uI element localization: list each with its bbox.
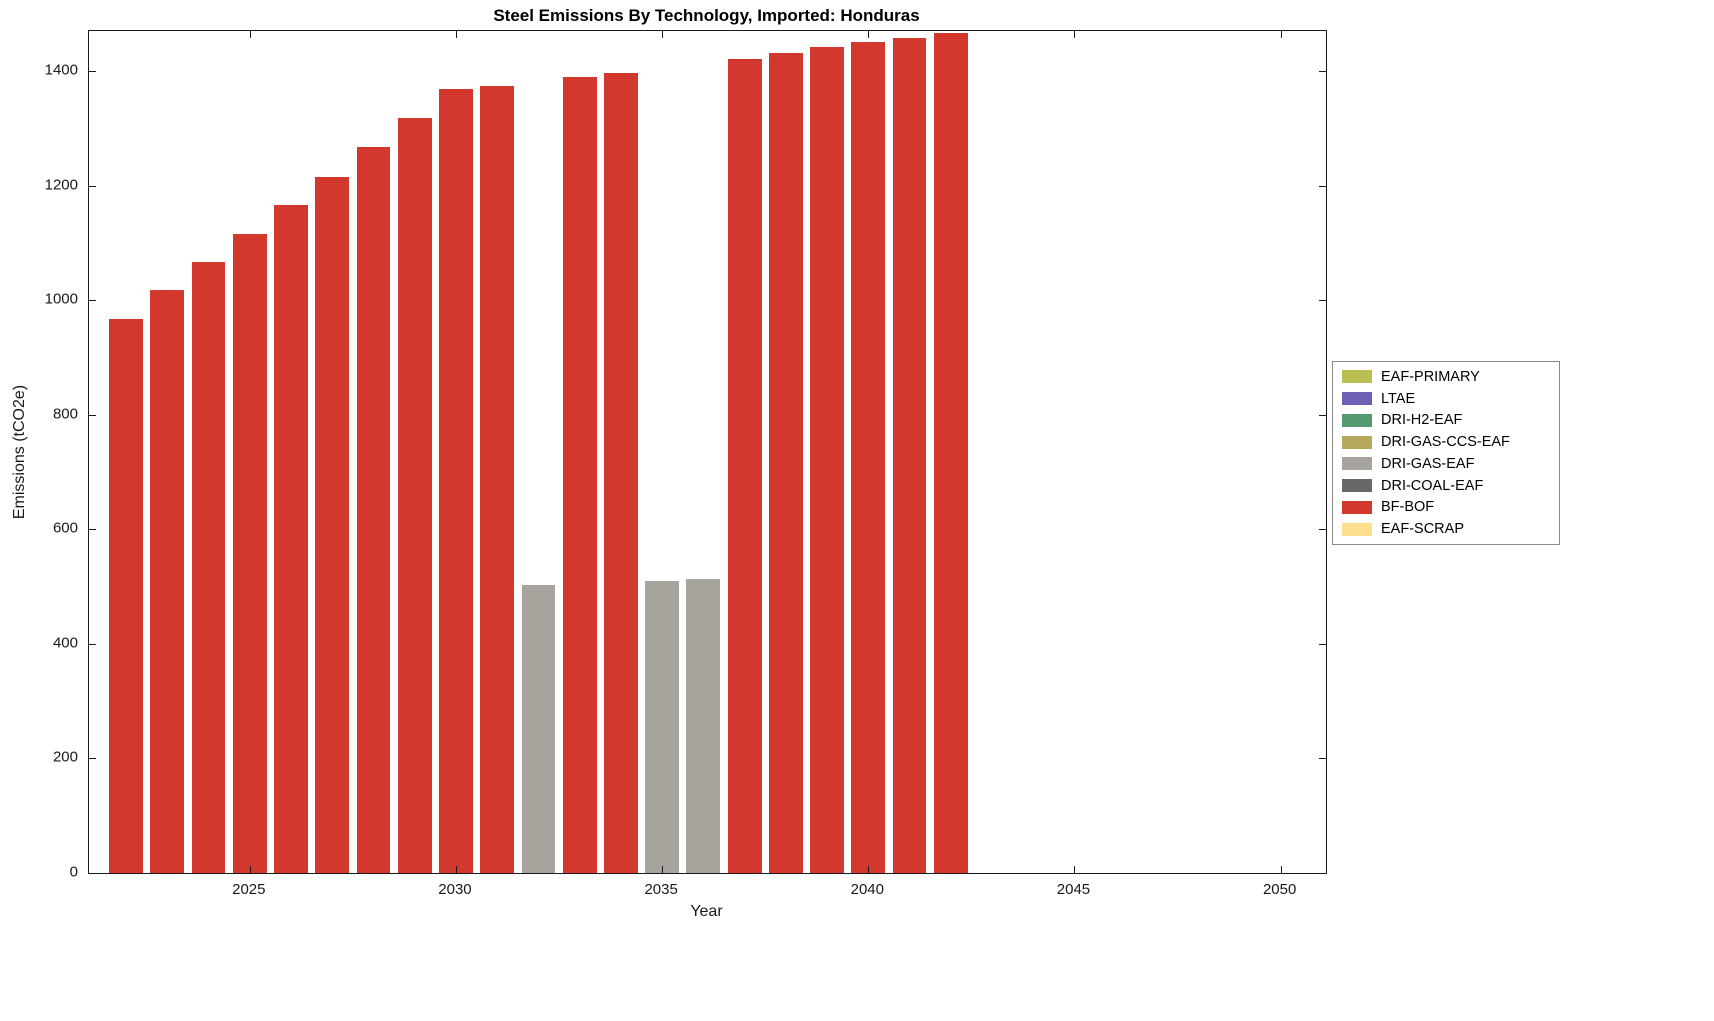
legend-item-dri-h2-eaf: DRI-H2-EAF (1333, 410, 1559, 430)
x-tick-mark (1074, 31, 1076, 38)
legend: EAF-PRIMARY LTAE DRI-H2-EAF DRI-GAS-CCS-EAF… (1332, 361, 1560, 545)
y-tick-mark (89, 71, 96, 73)
legend-label: DRI-GAS-CCS-EAF (1381, 434, 1510, 451)
x-axis-label: Year (690, 903, 723, 920)
x-tick-mark (249, 31, 251, 38)
x-tick-label: 2040 (850, 881, 884, 898)
y-tick-mark (89, 529, 96, 531)
x-tick-mark (249, 866, 251, 873)
legend-item-dri-gas-ccs-eaf: DRI-GAS-CCS-EAF (1333, 432, 1559, 452)
y-tick-mark (1319, 873, 1326, 874)
legend-swatch (1342, 457, 1372, 471)
bar-2026-bf-bof (274, 205, 308, 873)
bar-2031-bf-bof (480, 86, 515, 873)
y-tick-mark (89, 643, 96, 645)
bar-2033-bf-bof (562, 76, 597, 873)
legend-item-eaf-primary: EAF-PRIMARY (1333, 367, 1559, 387)
x-tick-label: 2035 (644, 881, 678, 898)
legend-label: DRI-GAS-EAF (1381, 455, 1475, 472)
x-tick-mark (662, 31, 664, 38)
bar-2029-bf-bof (397, 118, 432, 873)
y-tick-mark (1319, 185, 1326, 187)
legend-item-bf-bof: BF-BOF (1333, 497, 1559, 517)
bar-2027-bf-bof (315, 176, 350, 873)
plot-area (88, 30, 1327, 874)
legend-swatch (1342, 479, 1372, 493)
y-tick-mark (89, 414, 96, 416)
bar-2022-bf-bof (109, 319, 143, 873)
bar-2042-bf-bof (933, 33, 968, 873)
bar-2030-bf-bof (439, 89, 473, 873)
legend-label: DRI-H2-EAF (1381, 412, 1463, 429)
x-tick-mark (1280, 31, 1282, 38)
bar-2040-bf-bof (851, 41, 886, 873)
legend-item-ltae: LTAE (1333, 389, 1559, 409)
y-tick-mark (1319, 758, 1326, 760)
x-tick-mark (868, 866, 870, 873)
y-tick-label: 800 (52, 405, 78, 423)
x-tick-mark (1280, 866, 1282, 873)
x-tick-mark (455, 31, 457, 38)
y-tick-mark (1319, 529, 1326, 531)
legend-label: EAF-PRIMARY (1381, 368, 1480, 385)
bar-2028-bf-bof (356, 147, 391, 873)
x-tick-mark (455, 866, 457, 873)
legend-item-eaf-scrap: EAF-SCRAP (1333, 519, 1559, 539)
legend-item-dri-coal-eaf: DRI-COAL-EAF (1333, 476, 1559, 496)
legend-label: LTAE (1381, 390, 1416, 407)
chart-title: Steel Emissions By Technology, Imported:… (493, 6, 920, 25)
y-tick-label: 200 (52, 748, 78, 766)
y-tick-label: 1400 (44, 61, 78, 79)
legend-swatch (1342, 413, 1372, 427)
y-axis-label: Emissions (tCO2e) (11, 384, 28, 520)
bar-2035-dri-gas-eaf (645, 580, 680, 873)
legend-label: BF-BOF (1381, 499, 1435, 516)
y-tick-mark (89, 758, 96, 760)
legend-swatch (1342, 522, 1372, 536)
x-tick-label: 2045 (1056, 881, 1091, 898)
y-tick-label: 0 (69, 863, 78, 881)
bar-2041-bf-bof (892, 37, 927, 873)
y-tick-mark (89, 873, 96, 874)
legend-label: EAF-SCRAP (1381, 521, 1464, 538)
bar-2037-bf-bof (727, 58, 762, 873)
x-tick-label: 2050 (1262, 881, 1297, 898)
x-tick-label: 2025 (232, 881, 266, 898)
bar-2032-dri-gas-eaf (521, 584, 556, 873)
legend-item-dri-gas-eaf: DRI-GAS-EAF (1333, 454, 1559, 474)
y-tick-mark (1319, 643, 1326, 645)
y-tick-mark (1319, 414, 1326, 416)
bar-2023-bf-bof (150, 289, 185, 873)
legend-label: DRI-COAL-EAF (1381, 477, 1484, 494)
bar-2025-bf-bof (232, 233, 267, 873)
y-tick-mark (1319, 71, 1326, 73)
x-tick-mark (868, 31, 870, 38)
y-tick-label: 400 (52, 634, 78, 652)
x-tick-label: 2030 (438, 881, 472, 898)
legend-swatch (1342, 500, 1372, 514)
y-tick-mark (89, 300, 96, 302)
bar-2034-bf-bof (604, 72, 638, 873)
y-tick-label: 1000 (44, 290, 78, 308)
legend-swatch (1342, 392, 1372, 406)
bar-2039-bf-bof (810, 47, 844, 873)
bar-2036-dri-gas-eaf (686, 579, 721, 873)
legend-swatch (1342, 370, 1372, 384)
bar-2038-bf-bof (768, 52, 803, 873)
y-tick-mark (89, 185, 96, 187)
bar-2024-bf-bof (191, 262, 226, 873)
y-tick-mark (1319, 300, 1326, 302)
y-tick-label: 1200 (44, 176, 78, 194)
x-tick-mark (1074, 866, 1076, 873)
y-tick-label: 600 (52, 519, 78, 537)
x-tick-mark (662, 866, 664, 873)
legend-swatch (1342, 435, 1372, 449)
